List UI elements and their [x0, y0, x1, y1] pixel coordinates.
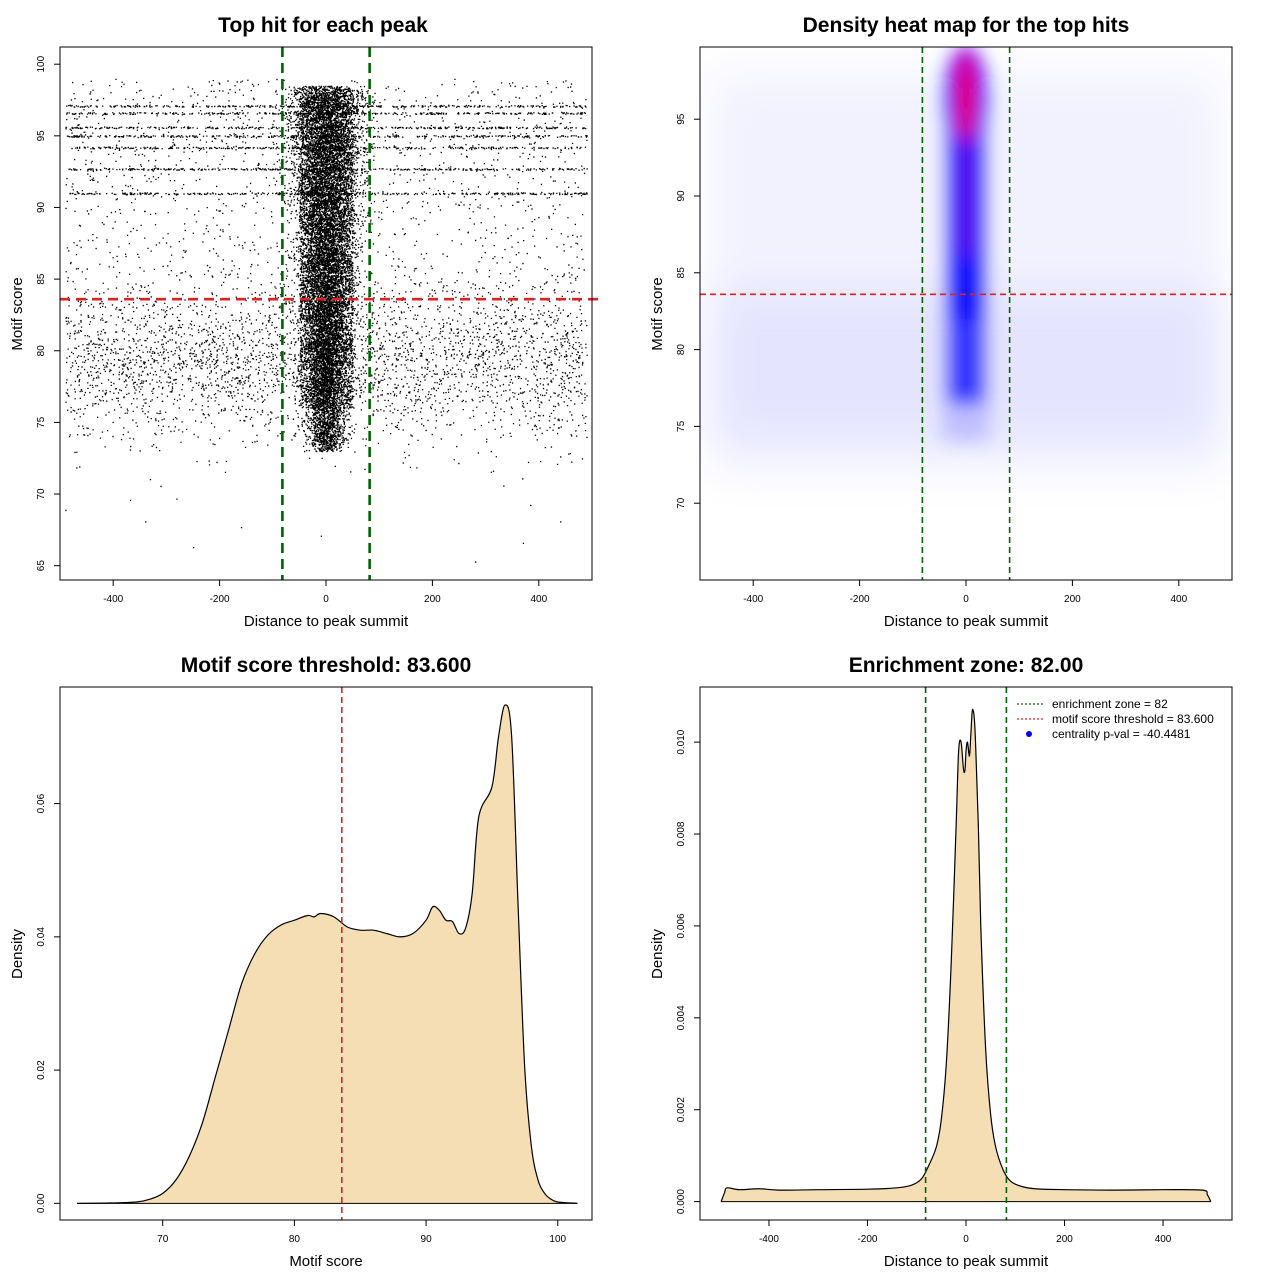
- heatmap-title: Density heat map for the top hits: [803, 14, 1130, 37]
- scatter-y-tick-label: 75: [36, 416, 47, 428]
- heatmap-x-tick-label: 0: [963, 594, 969, 605]
- distance-density-x-tick-label: 200: [1056, 1234, 1073, 1245]
- legend-key-centrality: [1026, 731, 1032, 737]
- scatter-reference-lines: [60, 47, 598, 580]
- distance-density-y-tick-label: 0.010: [676, 729, 687, 754]
- scatter-x-tick-label: -200: [210, 594, 230, 605]
- scatter-axes: -400 -200 0 200 400 65 70 75 80 85 90 95 100: [36, 55, 548, 605]
- scatter-x-tick-label: 0: [323, 594, 329, 605]
- scatter-y-tick-label: 90: [36, 201, 47, 213]
- heatmap-density-layer: [710, 47, 1222, 473]
- heatmap-y-tick-label: 95: [676, 113, 687, 125]
- scatter-x-label: Distance to peak summit: [244, 613, 409, 630]
- scatter-title: Top hit for each peak: [218, 14, 428, 37]
- scatter-x-tick-label: 400: [530, 594, 547, 605]
- distance-density-x-tick-label: 0: [963, 1234, 969, 1245]
- heatmap-axes: -400 -200 0 200 400 70 75 80 85 90 95: [676, 113, 1188, 605]
- scatter-y-tick-label: 70: [36, 488, 47, 500]
- scatter-x-tick-label: -400: [103, 594, 123, 605]
- distance-density-x-label: Distance to peak summit: [884, 1253, 1049, 1270]
- heatmap-x-tick-label: 400: [1170, 594, 1187, 605]
- heatmap-y-tick-label: 85: [676, 267, 687, 279]
- distance-density-legend: enrichment zone = 82 motif score thresho…: [1017, 697, 1214, 741]
- score-density-x-tick-label: 80: [289, 1234, 301, 1245]
- distance-density-area: [721, 709, 1211, 1202]
- heatmap-x-tick-label: -200: [850, 594, 870, 605]
- heatmap-x-tick-label: 200: [1064, 594, 1081, 605]
- distance-density-axes: -400 -200 0 200 400 0.000 0.002 0.004 0.006 0.008…: [676, 729, 1172, 1245]
- heatmap-y-tick-label: 80: [676, 344, 687, 356]
- scatter-y-tick-label: 100: [36, 55, 47, 72]
- panel-heatmap: Density heat map for the top hits -400 -2…: [649, 14, 1233, 630]
- score-density-curve: [77, 704, 578, 1204]
- panel-score-density: Motif score threshold: 83.600 70 80 90 100 0…: [9, 654, 593, 1270]
- distance-density-title: Enrichment zone: 82.00: [849, 654, 1084, 677]
- distance-density-y-tick-label: 0.008: [676, 821, 687, 846]
- heatmap-y-tick-label: 90: [676, 190, 687, 202]
- score-density-axes: 70 80 90 100 0.00 0.02 0.04 0.06: [36, 793, 567, 1245]
- distance-density-y-tick-label: 0.004: [676, 1005, 687, 1030]
- legend-entry-enrichment-zone: enrichment zone = 82: [1052, 697, 1168, 711]
- score-density-title: Motif score threshold: 83.600: [181, 654, 472, 677]
- distance-density-y-tick-label: 0.000: [676, 1189, 687, 1214]
- heatmap-reference-lines: [700, 47, 1232, 580]
- distance-density-x-tick-label: 400: [1155, 1234, 1172, 1245]
- heatmap-x-label: Distance to peak summit: [884, 613, 1049, 630]
- heatmap-y-tick-label: 75: [676, 420, 687, 432]
- distance-density-y-label: Density: [649, 928, 666, 979]
- panel-distance-density: Enrichment zone: 82.00 -400 -200 0 200 400 0.…: [649, 654, 1233, 1270]
- scatter-points: [65, 78, 588, 563]
- distance-density-y-tick-label: 0.002: [676, 1097, 687, 1122]
- score-density-x-tick-label: 100: [549, 1234, 566, 1245]
- panel-scatter: Top hit for each peak -400 -200 0 200 400 65 7…: [9, 14, 598, 630]
- scatter-point-cloud: [65, 78, 588, 563]
- scatter-y-tick-label: 85: [36, 273, 47, 285]
- score-density-x-tick-label: 70: [157, 1234, 169, 1245]
- distance-density-x-tick-label: -200: [857, 1234, 877, 1245]
- score-density-y-tick-label: 0.00: [36, 1193, 47, 1213]
- scatter-y-tick-label: 95: [36, 130, 47, 142]
- heatmap-hotspot: [957, 50, 975, 143]
- score-density-y-tick-label: 0.06: [36, 793, 47, 813]
- distance-density-x-tick-label: -400: [759, 1234, 779, 1245]
- scatter-y-tick-label: 65: [36, 560, 47, 572]
- score-density-x-label: Motif score: [289, 1253, 362, 1270]
- legend-entry-centrality: centrality p-val = -40.4481: [1052, 727, 1191, 741]
- heatmap-y-label: Motif score: [649, 277, 666, 350]
- scatter-y-tick-label: 80: [36, 345, 47, 357]
- score-density-plot: [77, 687, 578, 1220]
- distance-density-curve: [720, 708, 1212, 1202]
- score-density-y-label: Density: [9, 928, 26, 979]
- heatmap-x-tick-label: -400: [743, 594, 763, 605]
- scatter-x-tick-label: 200: [424, 594, 441, 605]
- scatter-y-label: Motif score: [9, 277, 26, 350]
- distance-density-y-tick-label: 0.006: [676, 913, 687, 938]
- distance-density-plot: [720, 687, 1212, 1220]
- heatmap-y-tick-label: 70: [676, 497, 687, 509]
- score-density-y-tick-label: 0.02: [36, 1060, 47, 1080]
- score-density-area: [77, 704, 578, 1204]
- score-density-y-tick-label: 0.04: [36, 927, 47, 947]
- legend-entry-motif-threshold: motif score threshold = 83.600: [1052, 712, 1214, 726]
- heatmap-central-density: [942, 47, 990, 442]
- score-density-x-tick-label: 90: [421, 1234, 433, 1245]
